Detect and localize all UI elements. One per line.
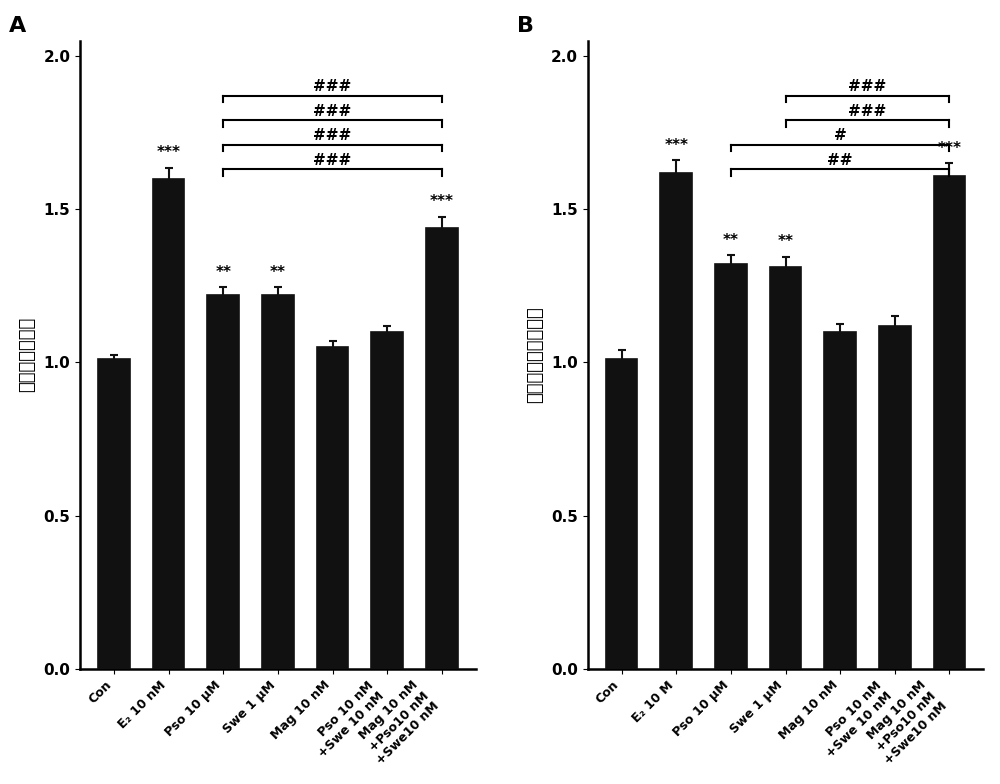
Y-axis label: 碱性磷酸酶活性: 碱性磷酸酶活性 [18,318,36,392]
Bar [770,267,801,669]
Text: ***: *** [430,194,454,209]
Y-axis label: 矿化钓结节形成活性: 矿化钓结节形成活性 [526,307,544,403]
Bar [606,359,637,669]
Bar [879,325,911,669]
Bar [153,179,184,669]
Bar [371,332,403,669]
Text: ###: ### [848,79,887,94]
Bar [715,264,747,669]
Text: **: ** [215,265,231,280]
Text: ###: ### [313,104,352,119]
Text: ###: ### [848,104,887,119]
Text: **: ** [778,234,794,249]
Bar [98,359,130,669]
Text: ##: ## [827,153,853,168]
Text: ###: ### [313,129,352,143]
Text: #: # [834,129,847,143]
Text: ###: ### [313,153,352,168]
Bar [207,295,239,669]
Text: A: A [9,16,26,36]
Text: **: ** [723,233,739,248]
Bar [262,295,294,669]
Text: ***: *** [937,140,961,156]
Bar [934,176,965,669]
Bar [660,172,692,669]
Text: ***: *** [664,138,688,153]
Bar [824,332,856,669]
Text: ***: *** [157,145,181,160]
Text: **: ** [270,265,286,280]
Bar [426,227,458,669]
Text: B: B [517,16,534,36]
Text: ###: ### [313,79,352,94]
Bar [317,347,348,669]
